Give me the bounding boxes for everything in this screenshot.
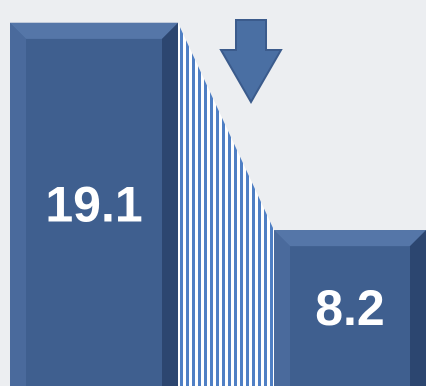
bar-label-1: 8.2: [315, 280, 385, 336]
bar-1: [274, 230, 426, 386]
bar-bevel-right-1: [410, 230, 426, 386]
bar-label-0: 19.1: [45, 176, 142, 232]
bar-bevel-left-0: [10, 22, 26, 386]
bar-bevel-left-1: [274, 230, 290, 386]
bar-0: [10, 22, 178, 386]
bar-bevel-top-0: [10, 22, 178, 39]
bar-bevel-right-0: [162, 22, 178, 386]
decline-connector: [178, 22, 274, 386]
bar-body-1: [274, 230, 426, 386]
bar-bevel-top-1: [274, 230, 426, 247]
bars-layer: [10, 22, 426, 386]
bar-body-0: [10, 22, 178, 386]
down-arrow-icon: [219, 19, 283, 105]
